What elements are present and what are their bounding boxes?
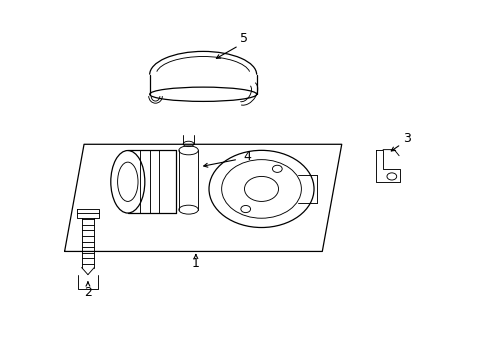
Text: 4: 4: [243, 150, 250, 163]
Text: 2: 2: [84, 286, 92, 299]
Text: 5: 5: [240, 32, 248, 45]
Text: 1: 1: [192, 257, 200, 270]
Text: 3: 3: [403, 132, 410, 145]
